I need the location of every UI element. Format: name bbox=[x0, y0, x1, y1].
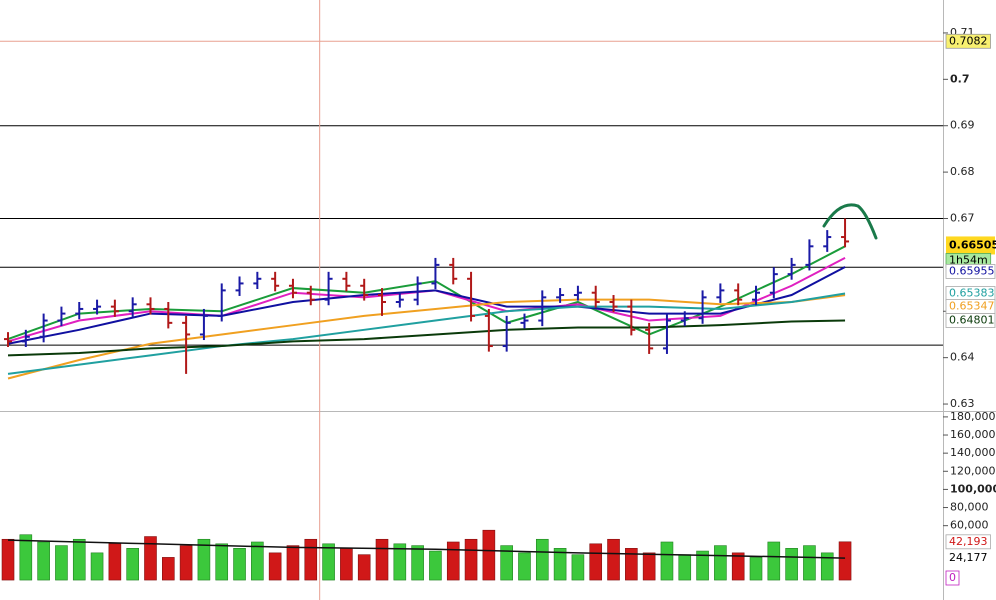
ma-value-label: 0.65955 bbox=[945, 264, 996, 279]
indicator-label: 0 bbox=[945, 570, 960, 586]
volume-bar bbox=[161, 557, 175, 581]
volume-bar bbox=[393, 543, 407, 581]
volume-bar bbox=[340, 548, 353, 581]
ma-value-label: 0.64801 bbox=[945, 313, 996, 328]
volume-bar bbox=[749, 557, 763, 581]
ma-value-label: 0.65383 bbox=[945, 286, 996, 301]
volume-bar bbox=[19, 534, 33, 581]
moving-average bbox=[7, 319, 846, 357]
y-tick-label: 160,000 bbox=[950, 428, 996, 441]
drawn-arc bbox=[822, 203, 878, 240]
ma-value-label-box bbox=[945, 264, 996, 279]
volume-average-label-text: 24,177 bbox=[949, 551, 988, 564]
price-marker-label: 0.7082 bbox=[945, 33, 991, 49]
volume-bar bbox=[179, 545, 193, 581]
volume-bar bbox=[767, 541, 781, 581]
volume-bar bbox=[357, 554, 371, 581]
volume-bar bbox=[215, 543, 229, 581]
volume-bar bbox=[660, 541, 674, 581]
volume-bar bbox=[251, 541, 264, 581]
volume-bar bbox=[535, 538, 549, 581]
y-tick-label: 0.69 bbox=[950, 119, 975, 132]
volume-bar bbox=[678, 554, 692, 581]
volume-bar bbox=[820, 552, 834, 581]
volume-bar bbox=[233, 548, 246, 581]
volume-bar bbox=[446, 541, 460, 581]
volume-average bbox=[7, 539, 846, 559]
volume-bar bbox=[268, 552, 282, 581]
y-tick-label: 80,000 bbox=[950, 501, 989, 514]
countdown-label: 1h54m bbox=[945, 253, 992, 268]
volume-bar bbox=[803, 545, 816, 581]
volume-value-label: 42,193 bbox=[945, 534, 991, 550]
last-price-label-text: 0.66505 bbox=[949, 238, 996, 251]
y-tick-label: 140,000 bbox=[950, 446, 996, 459]
volume-bar bbox=[785, 548, 798, 581]
y-tick-label: 0.63 bbox=[950, 397, 975, 410]
ma-value-label-text: 0.65383 bbox=[949, 286, 995, 299]
y-tick-label: 60,000 bbox=[950, 519, 989, 532]
volume-bar bbox=[126, 548, 139, 581]
volume-bar bbox=[625, 548, 638, 581]
ma-value-label: 0.65347 bbox=[945, 299, 996, 314]
volume-bar bbox=[286, 545, 300, 581]
volume-bar bbox=[304, 538, 318, 581]
moving-average bbox=[7, 294, 846, 380]
volume-bar bbox=[375, 538, 389, 581]
volume-bar bbox=[838, 541, 852, 581]
ma-value-label-text: 0.65955 bbox=[949, 264, 995, 277]
volume-bar bbox=[90, 552, 104, 581]
volume-average-label: 24,177 bbox=[946, 551, 991, 566]
volume-bar bbox=[37, 541, 50, 581]
indicator-label-text: 0 bbox=[949, 571, 956, 584]
y-tick-label: 0.68 bbox=[950, 165, 975, 178]
volume-bar bbox=[1, 538, 15, 581]
volume-value-label-text: 42,193 bbox=[949, 535, 988, 548]
volume-bar bbox=[411, 545, 424, 581]
countdown-label-text: 1h54m bbox=[949, 253, 988, 266]
volume-value-label-box bbox=[945, 534, 991, 550]
y-tick-label: 0.67 bbox=[950, 211, 975, 224]
volume-bar bbox=[429, 550, 442, 581]
y-tick-label: 100,000 bbox=[950, 482, 996, 495]
volume-bar bbox=[500, 545, 513, 581]
volume-bar bbox=[607, 538, 620, 581]
price-marker-label-box bbox=[945, 33, 991, 49]
y-tick-label: 180,000 bbox=[950, 410, 996, 423]
ma-value-label-box bbox=[945, 313, 996, 328]
y-tick-label: 120,000 bbox=[950, 464, 996, 477]
volume-bar bbox=[55, 545, 68, 581]
volume-bar bbox=[108, 543, 122, 581]
ma-value-label-text: 0.64801 bbox=[949, 313, 995, 326]
volume-bar bbox=[696, 550, 709, 581]
volume-bar bbox=[518, 552, 531, 581]
volume-bar bbox=[464, 538, 478, 581]
volume-bar bbox=[553, 548, 567, 581]
y-tick-label: 0.7 bbox=[950, 72, 970, 85]
volume-bar bbox=[642, 552, 656, 581]
volume-bar bbox=[72, 538, 86, 581]
volume-bar bbox=[731, 552, 745, 581]
volume-bar bbox=[197, 538, 211, 581]
last-price-label: 0.66505 bbox=[946, 236, 996, 255]
volume-bar bbox=[144, 536, 157, 581]
volume-bar bbox=[482, 529, 496, 581]
moving-average bbox=[7, 292, 846, 375]
volume-bar bbox=[589, 543, 603, 581]
volume-bar bbox=[714, 545, 727, 581]
volume-average-label-box bbox=[946, 551, 991, 566]
volume-bar bbox=[571, 554, 585, 581]
price-marker-label-text: 0.7082 bbox=[949, 34, 988, 47]
ma-value-label-text: 0.65347 bbox=[949, 299, 995, 312]
y-tick-label: 0.64 bbox=[950, 351, 975, 364]
indicator-label-box bbox=[945, 570, 960, 586]
last-price-label-box bbox=[946, 236, 995, 255]
volume-bar bbox=[322, 543, 335, 581]
